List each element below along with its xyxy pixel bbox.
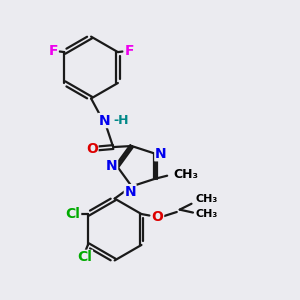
Text: F: F bbox=[124, 44, 134, 58]
Text: N: N bbox=[106, 159, 118, 173]
Text: CH₃: CH₃ bbox=[196, 209, 218, 219]
Text: Cl: Cl bbox=[77, 250, 92, 264]
Text: O: O bbox=[152, 210, 164, 224]
Text: N: N bbox=[124, 185, 136, 199]
Text: Cl: Cl bbox=[66, 207, 81, 221]
Text: O: O bbox=[86, 142, 98, 155]
Text: N: N bbox=[155, 147, 167, 161]
Text: N: N bbox=[98, 114, 110, 128]
Text: F: F bbox=[48, 44, 58, 58]
Text: CH₃: CH₃ bbox=[196, 194, 218, 204]
Text: -H: -H bbox=[114, 114, 129, 127]
Text: CH₃: CH₃ bbox=[173, 168, 198, 181]
